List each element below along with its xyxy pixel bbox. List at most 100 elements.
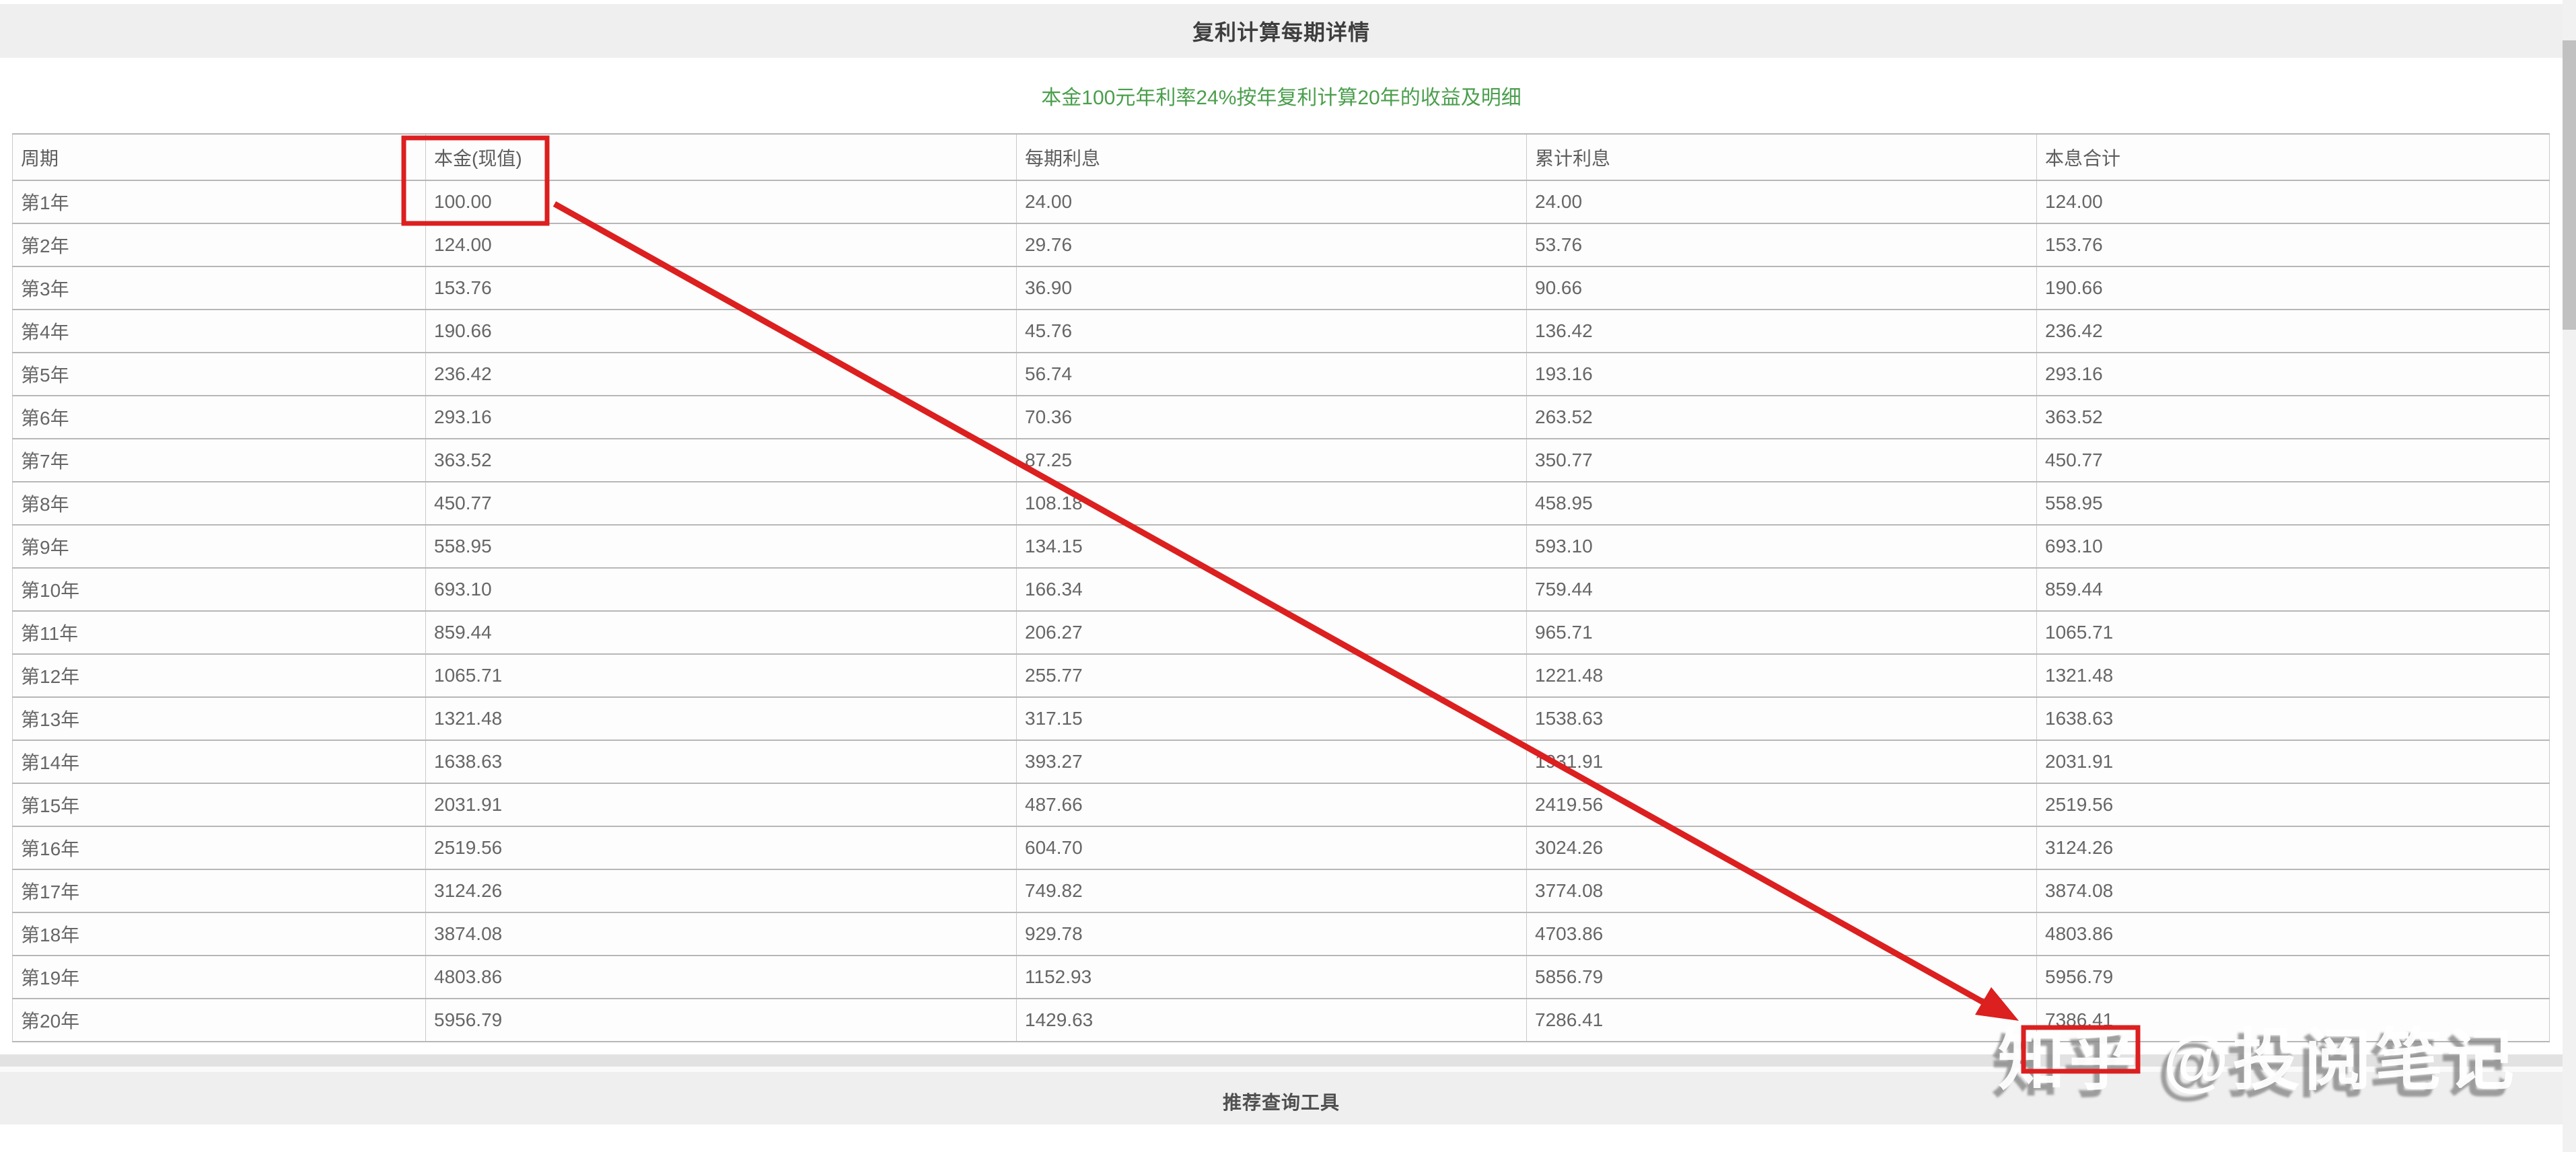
cell-principal: 2519.56 <box>425 826 1017 870</box>
cell-period: 第18年 <box>12 912 426 956</box>
cell-cumulative-interest: 3774.08 <box>1526 869 2037 913</box>
cell-period: 第12年 <box>12 653 426 698</box>
table-row: 第15年 2031.91 487.66 2419.56 2519.56 <box>12 783 2550 827</box>
spacer <box>0 1042 2563 1054</box>
cell-period: 第16年 <box>12 826 426 870</box>
cell-cumulative-interest: 1931.91 <box>1526 740 2037 784</box>
table-row: 第10年 693.10 166.34 759.44 859.44 <box>12 567 2550 612</box>
table-row: 第19年 4803.86 1152.93 5856.79 5956.79 <box>12 955 2550 999</box>
cell-period-interest: 56.74 <box>1016 352 1527 396</box>
cell-total: 558.95 <box>2036 481 2550 526</box>
cell-period-interest: 24.00 <box>1016 180 1527 224</box>
table-row: 第3年 153.76 36.90 90.66 190.66 <box>12 266 2550 310</box>
cell-principal: 693.10 <box>425 567 1017 612</box>
table-row: 第12年 1065.71 255.77 1221.48 1321.48 <box>12 653 2550 698</box>
cell-cumulative-interest: 965.71 <box>1526 610 2037 655</box>
cell-period-interest: 255.77 <box>1016 653 1527 698</box>
cell-period: 第11年 <box>12 610 426 655</box>
section-divider <box>0 1054 2563 1067</box>
cell-period: 第10年 <box>12 567 426 612</box>
cell-period: 第14年 <box>12 740 426 784</box>
footer-section-title: 推荐查询工具 <box>1222 1092 1340 1113</box>
cell-period: 第20年 <box>12 998 426 1042</box>
cell-cumulative-interest: 4703.86 <box>1526 912 2037 956</box>
cell-total: 4803.86 <box>2036 912 2550 956</box>
cell-period-interest: 134.15 <box>1016 524 1527 569</box>
table-header-row: 周期 本金(现值) 每期利息 累计利息 本息合计 <box>12 133 2550 181</box>
column-header-period: 周期 <box>12 133 426 181</box>
cell-total: 693.10 <box>2036 524 2550 569</box>
cell-period-interest: 487.66 <box>1016 783 1527 827</box>
table-row: 第2年 124.00 29.76 53.76 153.76 <box>12 223 2550 267</box>
cell-total: 236.42 <box>2036 309 2550 353</box>
table-row: 第17年 3124.26 749.82 3774.08 3874.08 <box>12 869 2550 913</box>
cell-period-interest: 1152.93 <box>1016 955 1527 999</box>
cell-period: 第13年 <box>12 696 426 741</box>
cell-cumulative-interest: 193.16 <box>1526 352 2037 396</box>
table-row: 第4年 190.66 45.76 136.42 236.42 <box>12 309 2550 353</box>
cell-total: 190.66 <box>2036 266 2550 310</box>
cell-cumulative-interest: 90.66 <box>1526 266 2037 310</box>
cell-period-interest: 604.70 <box>1016 826 1527 870</box>
cell-period: 第6年 <box>12 395 426 439</box>
cell-principal: 100.00 <box>425 180 1017 224</box>
cell-cumulative-interest: 1538.63 <box>1526 696 2037 741</box>
cell-period-interest: 36.90 <box>1016 266 1527 310</box>
column-header-total: 本息合计 <box>2036 133 2550 181</box>
cell-principal: 1321.48 <box>425 696 1017 741</box>
table-row: 第14年 1638.63 393.27 1931.91 2031.91 <box>12 740 2550 784</box>
table-row: 第8年 450.77 108.18 458.95 558.95 <box>12 481 2550 526</box>
table-row: 第5年 236.42 56.74 193.16 293.16 <box>12 352 2550 396</box>
cell-principal: 3124.26 <box>425 869 1017 913</box>
cell-total: 5956.79 <box>2036 955 2550 999</box>
cell-period-interest: 108.18 <box>1016 481 1527 526</box>
cell-total: 1321.48 <box>2036 653 2550 698</box>
cell-total: 2519.56 <box>2036 783 2550 827</box>
cell-period-interest: 1429.63 <box>1016 998 1527 1042</box>
cell-period-interest: 206.27 <box>1016 610 1527 655</box>
page-title-bar: 复利计算每期详情 <box>0 4 2563 58</box>
cell-period: 第3年 <box>12 266 426 310</box>
table-row: 第16年 2519.56 604.70 3024.26 3124.26 <box>12 826 2550 870</box>
cell-period: 第2年 <box>12 223 426 267</box>
cell-total: 2031.91 <box>2036 740 2550 784</box>
cell-period-interest: 929.78 <box>1016 912 1527 956</box>
scrollbar-thumb[interactable] <box>2563 40 2576 330</box>
summary-row: 本金100元年利率24%按年复利计算20年的收益及明细 <box>0 58 2563 133</box>
cell-total: 3124.26 <box>2036 826 2550 870</box>
cell-principal: 859.44 <box>425 610 1017 655</box>
footer-section-bar: 推荐查询工具 <box>0 1072 2563 1124</box>
table-row: 第11年 859.44 206.27 965.71 1065.71 <box>12 610 2550 655</box>
cell-principal: 153.76 <box>425 266 1017 310</box>
cell-period-interest: 317.15 <box>1016 696 1527 741</box>
cell-period: 第15年 <box>12 783 426 827</box>
cell-period: 第9年 <box>12 524 426 569</box>
cell-cumulative-interest: 24.00 <box>1526 180 2037 224</box>
cell-cumulative-interest: 263.52 <box>1526 395 2037 439</box>
cell-principal: 2031.91 <box>425 783 1017 827</box>
cell-total: 293.16 <box>2036 352 2550 396</box>
cell-principal: 450.77 <box>425 481 1017 526</box>
cell-period: 第17年 <box>12 869 426 913</box>
cell-total: 1065.71 <box>2036 610 2550 655</box>
cell-period-interest: 45.76 <box>1016 309 1527 353</box>
column-header-cumulative-interest: 累计利息 <box>1526 133 2037 181</box>
table-row: 第18年 3874.08 929.78 4703.86 4803.86 <box>12 912 2550 956</box>
table-row: 第1年 100.00 24.00 24.00 124.00 <box>12 180 2550 224</box>
cell-total: 450.77 <box>2036 438 2550 482</box>
table-row: 第6年 293.16 70.36 263.52 363.52 <box>12 395 2550 439</box>
page-title: 复利计算每期详情 <box>1192 20 1370 44</box>
table-row: 第9年 558.95 134.15 593.10 693.10 <box>12 524 2550 569</box>
cell-cumulative-interest: 2419.56 <box>1526 783 2037 827</box>
cell-total: 363.52 <box>2036 395 2550 439</box>
table-row: 第13年 1321.48 317.15 1538.63 1638.63 <box>12 696 2550 741</box>
cell-period-interest: 87.25 <box>1016 438 1527 482</box>
cell-principal: 558.95 <box>425 524 1017 569</box>
cell-principal: 363.52 <box>425 438 1017 482</box>
cell-total: 124.00 <box>2036 180 2550 224</box>
cell-period-interest: 70.36 <box>1016 395 1527 439</box>
calculation-summary: 本金100元年利率24%按年复利计算20年的收益及明细 <box>1041 87 1522 109</box>
cell-period: 第7年 <box>12 438 426 482</box>
cell-cumulative-interest: 136.42 <box>1526 309 2037 353</box>
vertical-scrollbar[interactable] <box>2563 0 2576 1152</box>
